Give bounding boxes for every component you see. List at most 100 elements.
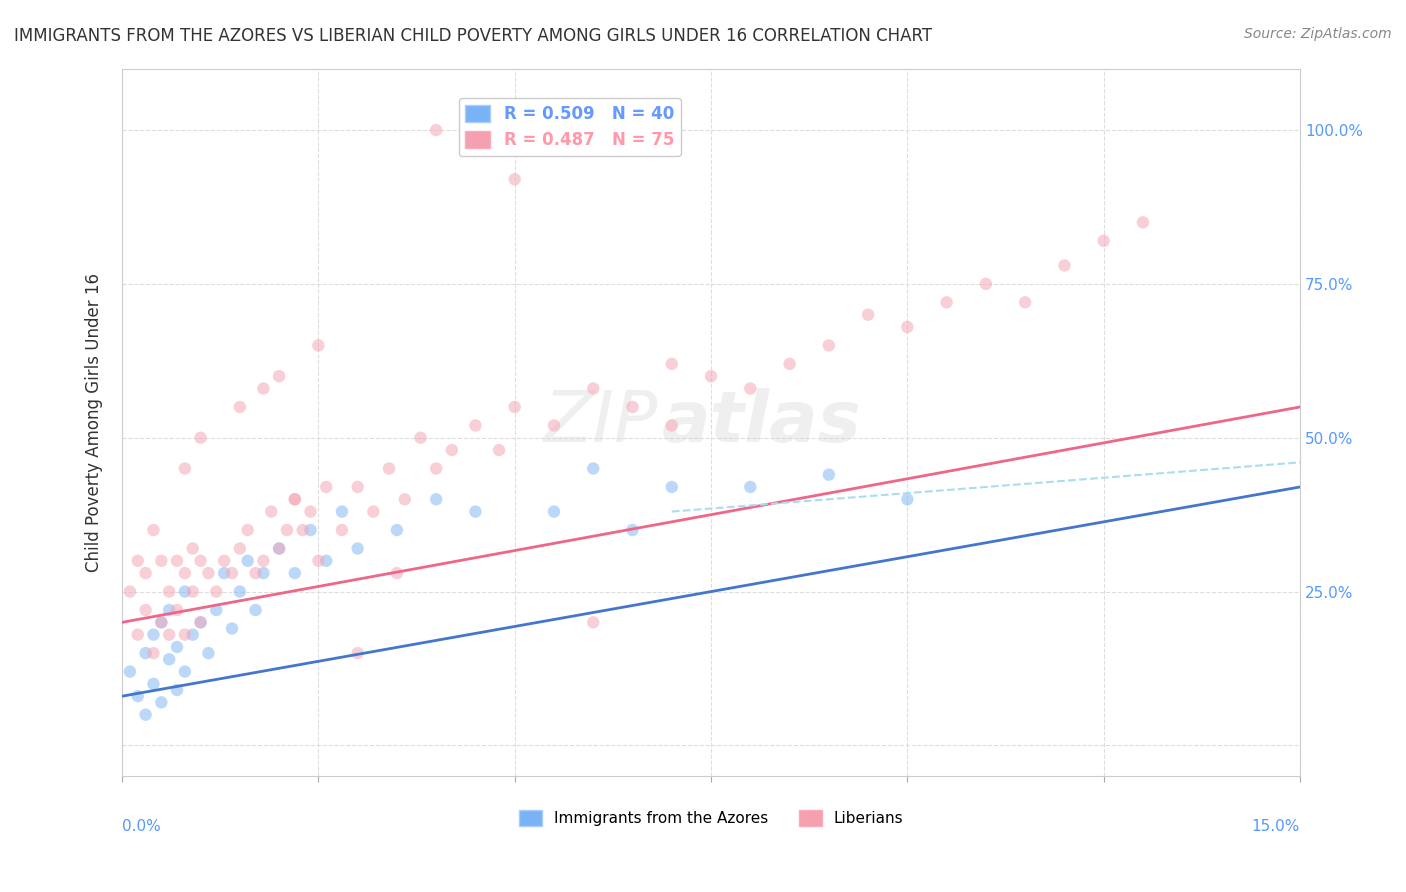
Point [173,584,195,599]
Point [817,467,839,482]
Point [1092,234,1115,248]
Point [150,615,173,630]
Point [127,554,149,568]
Point [245,566,267,581]
Point [229,541,252,556]
Point [190,615,212,630]
Point [181,627,204,641]
Point [173,627,195,641]
Point [740,480,762,494]
Point [252,566,274,581]
Point [284,492,307,507]
Point [440,443,463,458]
Point [205,584,228,599]
Text: 15.0%: 15.0% [1251,819,1301,834]
Point [315,480,337,494]
Point [150,554,173,568]
Point [346,646,368,660]
Point [543,418,565,433]
Legend: Immigrants from the Azores, Liberians: Immigrants from the Azores, Liberians [513,804,910,832]
Point [181,584,204,599]
Point [166,554,188,568]
Point [252,554,274,568]
Point [464,418,486,433]
Point [1014,295,1036,310]
Point [740,382,762,396]
Point [385,523,408,537]
Point [150,695,173,709]
Point [284,566,307,581]
Point [245,603,267,617]
Point [582,461,605,475]
Point [307,554,329,568]
Point [269,541,291,556]
Point [127,627,149,641]
Point [157,603,180,617]
Point [856,308,879,322]
Text: 0.0%: 0.0% [122,819,160,834]
Point [661,480,683,494]
Point [817,338,839,352]
Point [157,584,180,599]
Point [488,443,510,458]
Point [157,627,180,641]
Point [135,566,157,581]
Point [142,627,165,641]
Point [896,320,918,334]
Point [197,646,219,660]
Point [205,603,228,617]
Text: ZIP: ZIP [544,388,658,457]
Point [118,584,141,599]
Point [621,523,644,537]
Point [197,566,219,581]
Point [190,554,212,568]
Point [346,541,368,556]
Point [269,369,291,384]
Point [330,505,353,519]
Point [582,615,605,630]
Point [896,492,918,507]
Point [212,566,235,581]
Point [1053,259,1076,273]
Point [118,665,141,679]
Point [307,338,329,352]
Point [229,584,252,599]
Point [135,707,157,722]
Point [157,652,180,666]
Point [464,505,486,519]
Point [142,523,165,537]
Point [346,480,368,494]
Point [276,523,298,537]
Point [385,566,408,581]
Text: Source: ZipAtlas.com: Source: ZipAtlas.com [1244,27,1392,41]
Point [181,541,204,556]
Point [229,400,252,414]
Point [425,492,447,507]
Point [974,277,997,291]
Point [409,431,432,445]
Point [315,554,337,568]
Point [142,677,165,691]
Point [1132,215,1154,229]
Point [135,646,157,660]
Point [378,461,401,475]
Point [284,492,307,507]
Point [503,400,526,414]
Point [142,646,165,660]
Point [363,505,385,519]
Point [779,357,801,371]
Point [621,400,644,414]
Point [661,357,683,371]
Point [700,369,723,384]
Point [394,492,416,507]
Point [166,640,188,654]
Point [150,615,173,630]
Point [221,622,243,636]
Text: atlas: atlas [662,388,862,457]
Point [166,603,188,617]
Y-axis label: Child Poverty Among Girls Under 16: Child Poverty Among Girls Under 16 [86,273,103,572]
Point [260,505,283,519]
Point [582,382,605,396]
Point [661,418,683,433]
Text: IMMIGRANTS FROM THE AZORES VS LIBERIAN CHILD POVERTY AMONG GIRLS UNDER 16 CORREL: IMMIGRANTS FROM THE AZORES VS LIBERIAN C… [14,27,932,45]
